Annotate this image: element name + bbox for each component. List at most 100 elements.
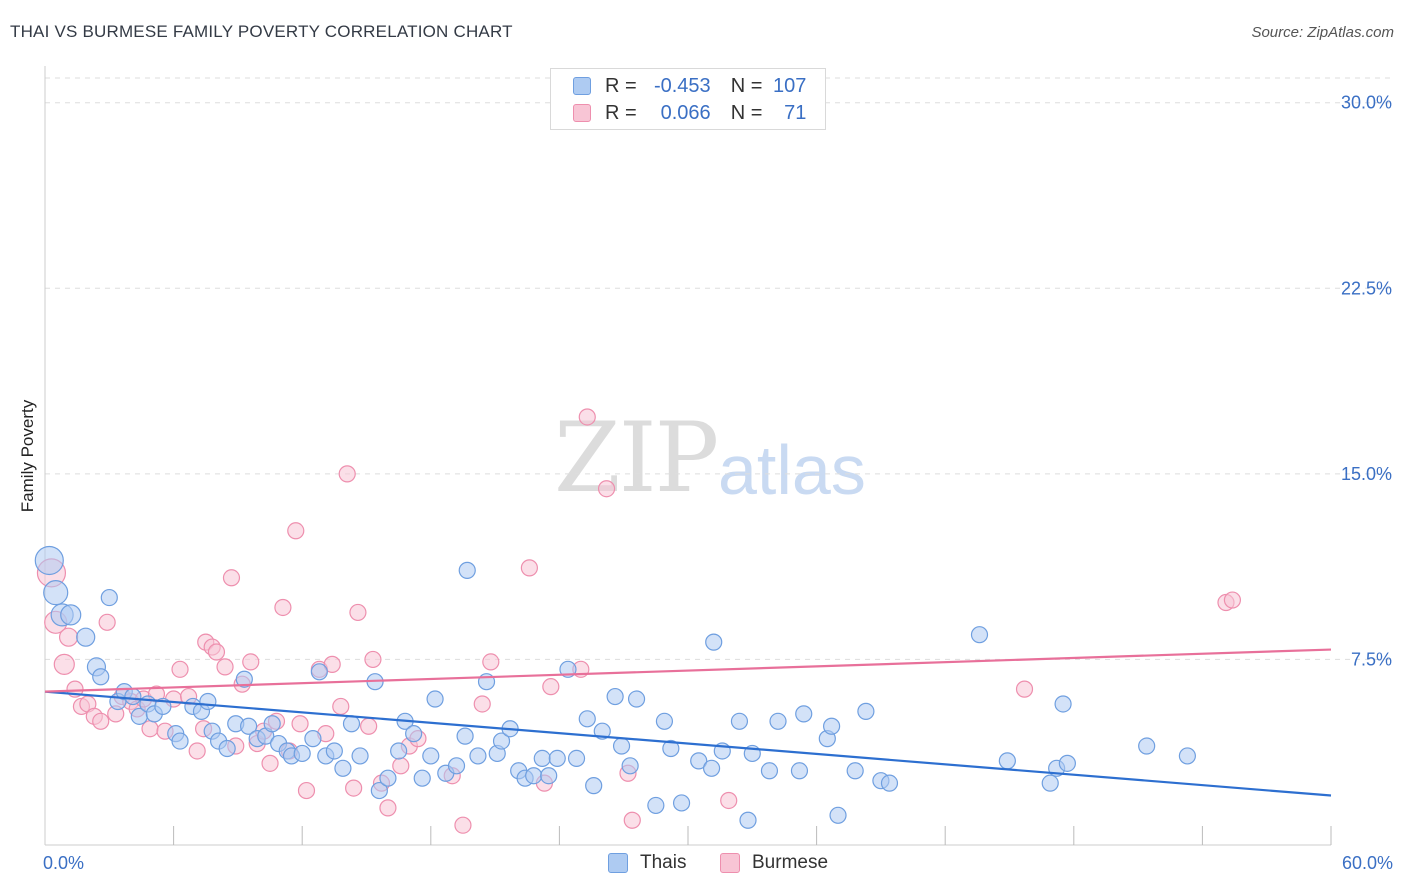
y-tick-label: 22.5% <box>1341 278 1392 298</box>
legend-label-burmese: Burmese <box>752 852 829 873</box>
thais-point <box>334 759 352 777</box>
thais-point <box>548 749 566 768</box>
thais-point <box>702 759 721 777</box>
thais-point <box>1138 737 1156 755</box>
burmese-point <box>379 799 397 817</box>
burmese-point <box>323 655 341 673</box>
thais-point <box>76 627 96 647</box>
thais-point <box>379 769 397 787</box>
burmese-point <box>597 480 616 498</box>
burmese-point <box>338 465 356 483</box>
thais-point <box>880 774 899 792</box>
thais-point <box>235 670 253 688</box>
burmese-points <box>36 101 1242 834</box>
thais-point <box>390 742 408 760</box>
burmese-point <box>222 569 241 587</box>
thais-point <box>413 769 431 787</box>
burmese-point <box>520 559 538 577</box>
burmese-point <box>578 408 596 426</box>
thais-swatch <box>608 853 628 873</box>
thais-point <box>310 663 328 681</box>
thais-point <box>1178 747 1196 765</box>
thais-point <box>263 715 281 733</box>
burmese-point <box>287 522 305 540</box>
burmese-point <box>1015 680 1034 698</box>
thais-point <box>426 690 444 708</box>
thais-point <box>655 712 674 730</box>
gridlines <box>45 77 1392 660</box>
watermark-atlas: atlas <box>718 431 866 509</box>
thais-point <box>218 739 236 758</box>
thais-point <box>293 744 311 763</box>
thais-point <box>795 705 813 723</box>
x-tick-label: 0.0% <box>43 853 84 873</box>
thais-point <box>100 588 118 607</box>
y-axis-label: Family Poverty <box>18 399 37 513</box>
axes <box>44 66 1332 846</box>
burmese-swatch <box>720 853 740 873</box>
burmese-point <box>542 678 560 696</box>
thais-point <box>857 702 875 720</box>
thais-point <box>1041 774 1059 792</box>
thais-point <box>705 633 723 651</box>
thais-point <box>662 739 680 758</box>
thais-point <box>730 712 749 730</box>
burmese-point <box>349 603 367 622</box>
thais-point <box>790 762 809 780</box>
burmese-point <box>482 653 500 671</box>
burmese-point <box>1223 591 1242 609</box>
thais-point <box>533 749 551 768</box>
thais-point <box>60 604 82 626</box>
thais-point <box>34 545 64 576</box>
legend-item-thais[interactable]: Thais <box>608 852 686 874</box>
burmese-point <box>291 715 309 733</box>
burmese-point <box>392 757 410 775</box>
thais-point <box>124 687 142 706</box>
burmese-point <box>216 658 234 676</box>
y-tick-label: 30.0% <box>1341 93 1392 113</box>
legend-row-burmese: R = 0.066 N = 71 <box>573 100 806 126</box>
burmese-point <box>171 660 189 678</box>
thais-point <box>606 687 624 706</box>
thais-point <box>304 730 322 748</box>
thais-point <box>43 580 69 606</box>
series-legend: Thais Burmese <box>0 850 1406 878</box>
thais-point <box>469 747 487 765</box>
burmese-point <box>207 643 226 661</box>
thais-point <box>92 668 110 686</box>
thais-swatch <box>573 77 591 95</box>
thais-point <box>998 752 1016 770</box>
thais-point <box>405 725 423 743</box>
thais-point <box>567 749 586 768</box>
r-value: -0.453 <box>653 74 711 97</box>
burmese-point <box>261 754 279 772</box>
tick-labels: 7.5% 15.0% 22.5% 30.0% 0.0% 60.0% <box>43 93 1393 873</box>
thais-point <box>690 752 708 770</box>
correlation-legend: R = -0.453 N = 107 R = 0.066 N = 71 <box>550 68 826 130</box>
burmese-point <box>98 613 116 631</box>
burmese-point <box>53 653 75 675</box>
thais-trend-line <box>44 690 1332 797</box>
thais-point <box>970 626 989 644</box>
thais-point <box>422 747 440 765</box>
burmese-point <box>297 781 316 800</box>
burmese-point <box>345 779 363 797</box>
burmese-swatch <box>573 104 591 122</box>
trend-lines <box>44 648 1332 797</box>
thais-point <box>621 757 639 775</box>
thais-point <box>760 762 779 780</box>
burmese-point <box>242 653 260 671</box>
thais-point <box>672 794 691 812</box>
legend-item-burmese[interactable]: Burmese <box>720 852 828 874</box>
burmese-point <box>454 816 472 834</box>
thais-point <box>1054 695 1072 713</box>
thais-point <box>739 811 757 829</box>
chart-source: Source: ZipAtlas.com <box>1251 24 1394 41</box>
burmese-point <box>58 627 79 647</box>
thais-point <box>627 690 646 708</box>
legend-row-thais: R = -0.453 N = 107 <box>573 73 806 99</box>
thais-points <box>34 545 1196 829</box>
thais-point <box>325 742 343 760</box>
burmese-point <box>274 598 292 617</box>
